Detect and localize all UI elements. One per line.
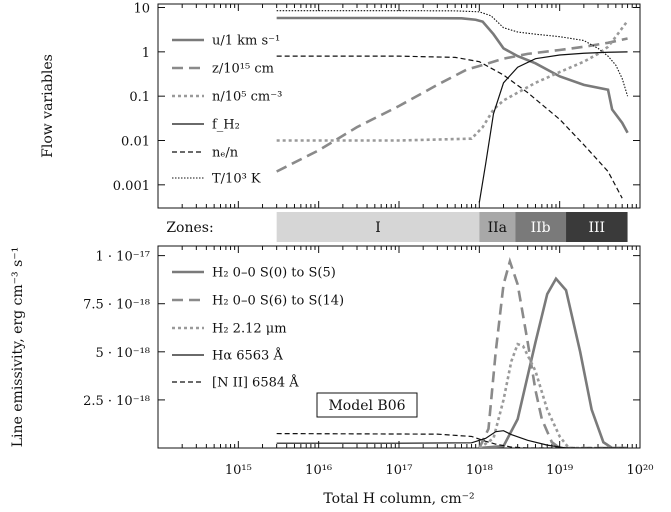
zones-strip: Zones: I IIa IIb III: [166, 212, 628, 242]
series-line-0: [479, 276, 628, 448]
legend-label-4: nₑ/n: [212, 146, 239, 161]
x-tick-label: 10¹⁶: [305, 463, 332, 478]
series-line-3: [478, 51, 628, 203]
legend-label-0: H₂ 0–0 S(0) to S(5): [212, 266, 336, 281]
y-tick-label: 5 · 10⁻¹⁸: [96, 346, 151, 361]
y-tick-label: 10: [133, 2, 150, 17]
zone-label-3: III: [588, 220, 605, 236]
series-line-3: [276, 430, 628, 448]
y-tick-label: 0.01: [121, 134, 150, 149]
model-label: Model B06: [328, 398, 405, 414]
series-line-5: [276, 10, 629, 97]
x-tick-label: 10¹⁸: [466, 463, 493, 478]
model-label-box: [316, 392, 418, 418]
legend-label-3: f_H₂: [212, 118, 240, 133]
flow-panel: 10 1 0.1 0.01 0.001 Flow variables u/1 km s⁻¹ z…: [40, 2, 641, 209]
y-tick-label: 2.5 · 10⁻¹⁸: [83, 394, 150, 409]
legend-label-5: T/10³ K: [212, 172, 261, 187]
zones-label: Zones:: [166, 220, 213, 236]
emissivity-panel: 2.5 · 10⁻¹⁸ 5 · 10⁻¹⁸ 7.5 · 10⁻¹⁸ 1 · 10⁻¹⁷…: [10, 245, 654, 507]
y-tick-label: 1 · 10⁻¹⁷: [96, 250, 151, 265]
legend-label-0: u/1 km s⁻¹: [212, 34, 280, 49]
series-line-2: [276, 20, 629, 142]
zone-band-0: [276, 212, 480, 242]
y-tick-label: 1: [142, 46, 150, 61]
series-line-0: [276, 16, 629, 134]
zone-band-2: [515, 212, 567, 242]
legend-label-1: H₂ 0–0 S(6) to S(14): [212, 294, 344, 309]
emissivity-y-axis-label: Line emissivity, erg cm⁻³ s⁻¹: [10, 247, 26, 448]
x-tick-label: 10¹⁹: [546, 463, 573, 478]
series-line-2: [478, 342, 628, 448]
series-line-1: [276, 37, 628, 173]
series-line-1: [478, 256, 628, 448]
flow-y-axis-label: Flow variables: [40, 54, 56, 158]
legend-label-4: [N II] 6584 Å: [212, 375, 299, 391]
series-line-4: [276, 432, 628, 448]
zone-label-2: IIb: [531, 220, 551, 236]
y-tick-label: 0.001: [113, 179, 150, 194]
zone-label-1: IIa: [488, 220, 507, 236]
legend-label-3: Hα 6563 Å: [212, 348, 283, 364]
y-tick-label: 0.1: [129, 90, 150, 105]
zone-label-0: I: [375, 220, 381, 236]
legend-label-2: H₂ 2.12 μm: [212, 322, 287, 337]
y-tick-label: 7.5 · 10⁻¹⁸: [83, 298, 150, 313]
series-line-4: [276, 55, 623, 199]
x-tick-label: 10¹⁵: [225, 463, 252, 478]
zone-band-1: [479, 212, 516, 242]
zone-band-3: [566, 212, 628, 242]
x-axis-label: Total H column, cm⁻²: [323, 491, 474, 507]
legend-label-1: z/10¹⁵ cm: [212, 62, 274, 77]
legend-label-2: n/10⁵ cm⁻³: [212, 90, 282, 105]
x-tick-label: 10¹⁷: [386, 463, 413, 478]
x-tick-label: 10²⁰: [627, 463, 654, 478]
